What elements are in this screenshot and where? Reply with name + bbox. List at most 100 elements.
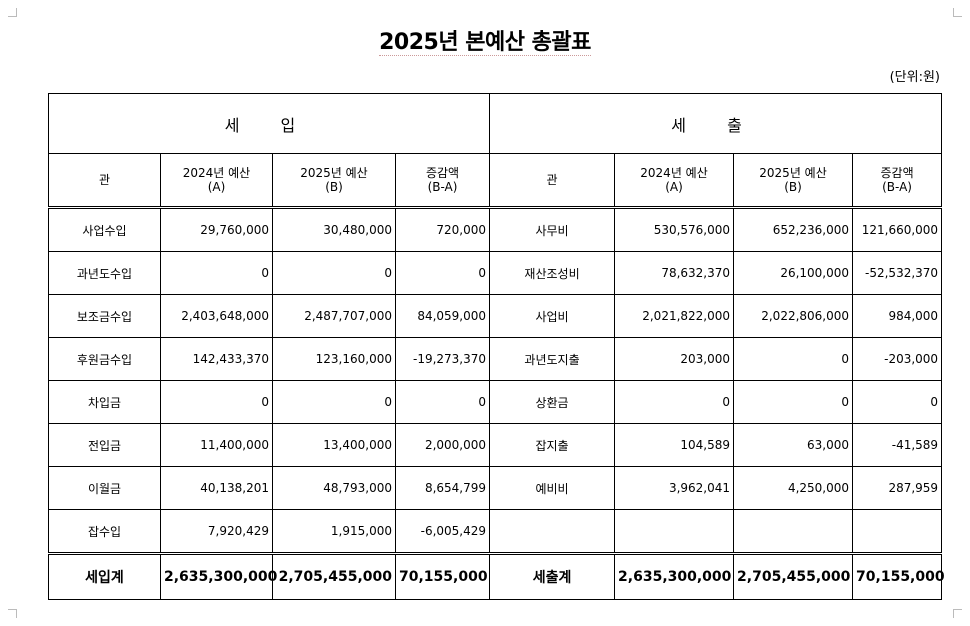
header-line: (A): [207, 180, 226, 194]
table-row: 잡수입 7,920,429 1,915,000 -6,005,429: [48, 509, 943, 554]
income-section-header: 세 입: [47, 93, 491, 154]
expense-prev-budget-cell: [614, 509, 735, 554]
income-prev-budget-cell: 2,635,300,000: [160, 552, 277, 600]
table-row: 보조금수입 2,403,648,000 2,487,707,000 84,059,00…: [48, 294, 943, 338]
income-diff-cell: 84,059,000: [394, 294, 491, 338]
expense-prev-budget-cell: 0: [614, 380, 735, 424]
expense-category-header: 관: [489, 153, 616, 209]
income-category-cell: 전입금: [48, 423, 161, 467]
expense-diff-cell: -203,000: [852, 337, 943, 381]
table-row: 이월금 40,138,201 48,793,000 8,654,799 예비비 3,962…: [48, 466, 943, 510]
expense-diff-cell: 984,000: [852, 294, 943, 338]
income-prev-budget-cell: 40,138,201: [160, 466, 273, 510]
expense-prev-budget-cell: 2,635,300,000: [614, 552, 735, 600]
income-category-cell: 사업수입: [48, 207, 161, 252]
income-diff-cell: 70,155,000: [394, 552, 491, 600]
income-curr-budget-cell: 0: [272, 380, 396, 424]
income-prev-budget-cell: 0: [160, 251, 273, 295]
header-line: (B-A): [427, 180, 458, 194]
income-curr-budget-cell: 48,793,000: [272, 466, 396, 510]
document-title: 2025년 본예산 총괄표: [0, 24, 970, 56]
expense-category-cell: 상환금: [489, 380, 616, 424]
header-line: (A): [665, 180, 683, 194]
expense-prev-budget-cell: 3,962,041: [614, 466, 735, 510]
expense-curr-budget-cell: 63,000: [733, 423, 854, 467]
expense-category-cell: 사무비: [489, 207, 616, 252]
header-line: 증감액: [880, 166, 914, 180]
expense-diff-cell: 287,959: [852, 466, 943, 510]
income-prev-budget-cell: 29,760,000: [160, 207, 273, 252]
income-prev-budget-cell: 0: [160, 380, 273, 424]
expense-curr-budget-cell: 26,100,000: [733, 251, 854, 295]
expense-category-cell: [489, 509, 616, 554]
income-prev-budget-header: 2024년 예산 (A): [160, 153, 273, 209]
income-diff-cell: 8,654,799: [394, 466, 491, 510]
page-corner-mark: [953, 609, 962, 618]
header-line: (B-A): [882, 180, 912, 194]
income-category-cell: 잡수입: [48, 509, 161, 554]
income-curr-budget-cell: 0: [272, 251, 396, 295]
document-title-text: 2025년 본예산 총괄표: [379, 30, 591, 56]
income-curr-budget-cell: 30,480,000: [272, 207, 396, 252]
expense-category-cell: 사업비: [489, 294, 616, 338]
expense-prev-budget-cell: 203,000: [614, 337, 735, 381]
header-line: (B): [325, 180, 343, 194]
totals-row: 세입계 2,635,300,000 2,705,455,000 70,155,000 세…: [48, 552, 945, 600]
income-diff-cell: -6,005,429: [394, 509, 491, 554]
header-line: (B): [784, 180, 802, 194]
table-row: 전입금 11,400,000 13,400,000 2,000,000 잡지출 104,5…: [48, 423, 943, 467]
page-corner-mark: [953, 8, 962, 17]
expense-curr-budget-cell: 0: [733, 337, 854, 381]
budget-summary-table: 세 입 세 출 관 2024년 예산 (A) 2025년 예산 (B) 증감액 (B-…: [47, 93, 945, 600]
income-diff-cell: 0: [394, 380, 491, 424]
income-category-cell: 이월금: [48, 466, 161, 510]
income-category-cell: 과년도수입: [48, 251, 161, 295]
income-prev-budget-cell: 2,403,648,000: [160, 294, 273, 338]
header-line: 증감액: [425, 166, 460, 180]
page-corner-mark: [8, 609, 17, 618]
expense-diff-cell: [852, 509, 943, 554]
expense-curr-budget-cell: 0: [733, 380, 854, 424]
income-category-cell: 후원금수입: [48, 337, 161, 381]
income-category-cell: 보조금수입: [48, 294, 161, 338]
header-line: 2024년 예산: [182, 166, 251, 180]
expense-curr-budget-cell: [733, 509, 854, 554]
expense-diff-cell: 121,660,000: [852, 207, 943, 252]
header-line: 2025년 예산: [759, 166, 827, 180]
expense-curr-budget-cell: 2,022,806,000: [733, 294, 854, 338]
expense-category-cell: 예비비: [489, 466, 616, 510]
expense-category-cell: 잡지출: [489, 423, 616, 467]
expense-curr-budget-cell: 4,250,000: [733, 466, 854, 510]
expense-diff-cell: 70,155,000: [852, 552, 945, 600]
expense-category-cell: 과년도지출: [489, 337, 616, 381]
income-category-header: 관: [48, 153, 161, 209]
income-diff-header: 증감액 (B-A): [394, 153, 491, 209]
income-category-cell: 세입계: [48, 552, 161, 600]
income-curr-budget-cell: 2,705,455,000: [272, 552, 396, 600]
expense-diff-cell: -52,532,370: [852, 251, 943, 295]
income-curr-budget-cell: 123,160,000: [272, 337, 396, 381]
table-row: 과년도수입 0 0 0 재산조성비 78,632,370 26,100,000 -52,532…: [48, 251, 943, 295]
expense-diff-cell: 0: [852, 380, 943, 424]
expense-category-cell: 세출계: [489, 552, 616, 600]
table-row: 차입금 0 0 0 상환금 0 0 0: [48, 380, 943, 424]
income-curr-budget-cell: 13,400,000: [272, 423, 396, 467]
income-diff-cell: 2,000,000: [394, 423, 491, 467]
expense-category-cell: 재산조성비: [489, 251, 616, 295]
income-category-cell: 차입금: [48, 380, 161, 424]
expense-diff-header: 증감액 (B-A): [852, 153, 943, 209]
expense-prev-budget-cell: 530,576,000: [614, 207, 735, 252]
income-diff-cell: -19,273,370: [394, 337, 491, 381]
expense-curr-budget-cell: 652,236,000: [733, 207, 854, 252]
unit-label: (단위:원): [889, 70, 940, 85]
income-diff-cell: 0: [394, 251, 491, 295]
income-curr-budget-cell: 1,915,000: [272, 509, 396, 554]
table-row: 후원금수입 142,433,370 123,160,000 -19,273,370 과년…: [48, 337, 943, 381]
income-prev-budget-cell: 142,433,370: [160, 337, 273, 381]
expense-curr-budget-header: 2025년 예산 (B): [733, 153, 854, 209]
expense-diff-cell: -41,589: [852, 423, 943, 467]
expense-prev-budget-cell: 2,021,822,000: [614, 294, 735, 338]
expense-prev-budget-cell: 104,589: [614, 423, 735, 467]
income-prev-budget-cell: 7,920,429: [160, 509, 273, 554]
income-curr-budget-header: 2025년 예산 (B): [272, 153, 396, 209]
